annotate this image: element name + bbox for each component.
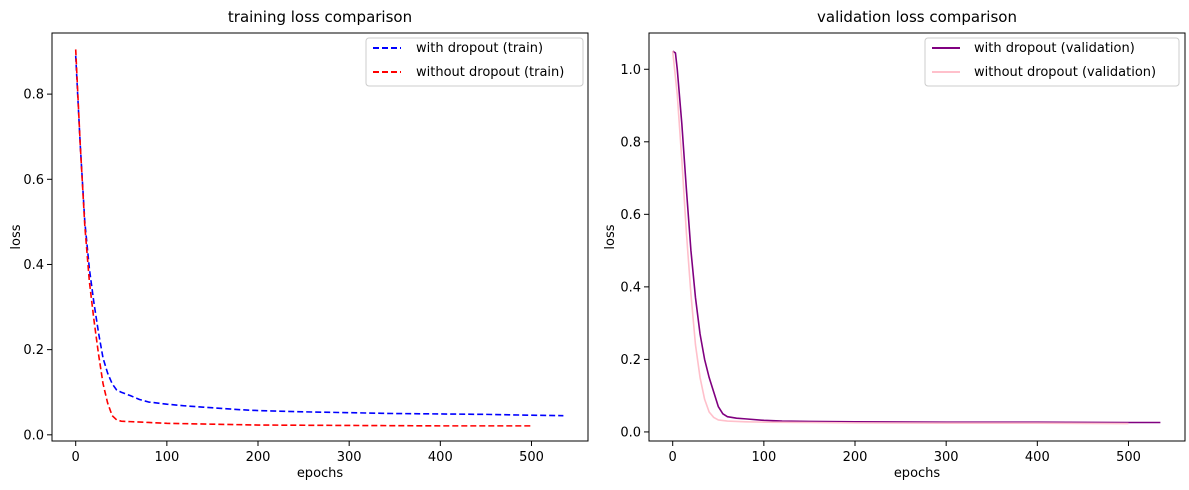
training-loss-panel: training loss comparison 0 100 200 300 400 50… <box>9 8 589 481</box>
validation-legend: with dropout (validation) without dropou… <box>924 37 1180 87</box>
validation-y-tick-label: 0.8 <box>620 135 641 150</box>
training-plot-area <box>51 32 589 442</box>
series-line-without-dropout-train <box>74 49 532 427</box>
validation-x-tick-label: 100 <box>751 450 776 465</box>
validation-y-axis-label: loss <box>603 224 618 249</box>
training-x-tick-label: 500 <box>519 450 544 465</box>
validation-y-tick-label: 1.0 <box>620 63 641 78</box>
series-line-with-dropout-validation <box>672 50 1161 424</box>
training-lines <box>74 49 564 427</box>
validation-plot-area <box>648 32 1186 442</box>
validation-y-tick-label: 0.2 <box>620 353 641 368</box>
training-y-tick-label: 0.2 <box>23 343 44 358</box>
series-line-without-dropout-validation <box>671 51 1129 425</box>
training-x-tick-label: 200 <box>246 450 271 465</box>
validation-x-tick-label: 0 <box>669 450 677 465</box>
training-y-ticks: 0.0 0.2 0.4 0.6 0.8 <box>23 88 52 443</box>
legend-with-dropout-train-label: with dropout (train) <box>416 41 543 56</box>
training-legend-box <box>365 37 584 87</box>
training-y-axis-label: loss <box>9 224 24 249</box>
validation-x-tick-label: 400 <box>1025 450 1050 465</box>
validation-x-tick-label: 200 <box>843 450 868 465</box>
legend-without-dropout-train-label: without dropout (train) <box>416 65 564 80</box>
training-y-tick-label: 0.6 <box>23 173 44 188</box>
training-chart-title: training loss comparison <box>228 8 412 26</box>
training-y-tick-label: 0.4 <box>23 258 44 273</box>
validation-legend-box <box>924 37 1180 87</box>
validation-y-tick-label: 0.4 <box>620 280 641 295</box>
validation-lines <box>671 50 1161 425</box>
validation-y-tick-label: 0.6 <box>620 208 641 223</box>
validation-x-axis-label: epochs <box>894 466 941 481</box>
validation-y-ticks: 0.0 0.2 0.4 0.6 0.8 1.0 <box>620 63 649 440</box>
series-line-with-dropout-train <box>74 55 564 417</box>
training-x-tick-label: 300 <box>337 450 362 465</box>
training-x-ticks: 0 100 200 300 400 500 <box>72 441 544 465</box>
training-x-axis-label: epochs <box>297 466 344 481</box>
legend-without-dropout-validation-label: without dropout (validation) <box>974 65 1156 80</box>
validation-y-tick-label: 0.0 <box>620 425 641 440</box>
training-x-tick-label: 0 <box>72 450 80 465</box>
training-x-tick-label: 100 <box>154 450 179 465</box>
validation-chart-title: validation loss comparison <box>817 8 1017 26</box>
validation-x-ticks: 0 100 200 300 400 500 <box>669 441 1141 465</box>
training-y-tick-label: 0.0 <box>23 428 44 443</box>
training-x-tick-label: 400 <box>428 450 453 465</box>
validation-x-tick-label: 300 <box>934 450 959 465</box>
legend-with-dropout-validation-label: with dropout (validation) <box>974 41 1135 56</box>
training-legend: with dropout (train) without dropout (tr… <box>365 37 584 87</box>
validation-loss-panel: validation loss comparison 0 100 200 300 400… <box>603 8 1186 481</box>
training-y-tick-label: 0.8 <box>23 88 44 103</box>
validation-x-tick-label: 500 <box>1116 450 1141 465</box>
